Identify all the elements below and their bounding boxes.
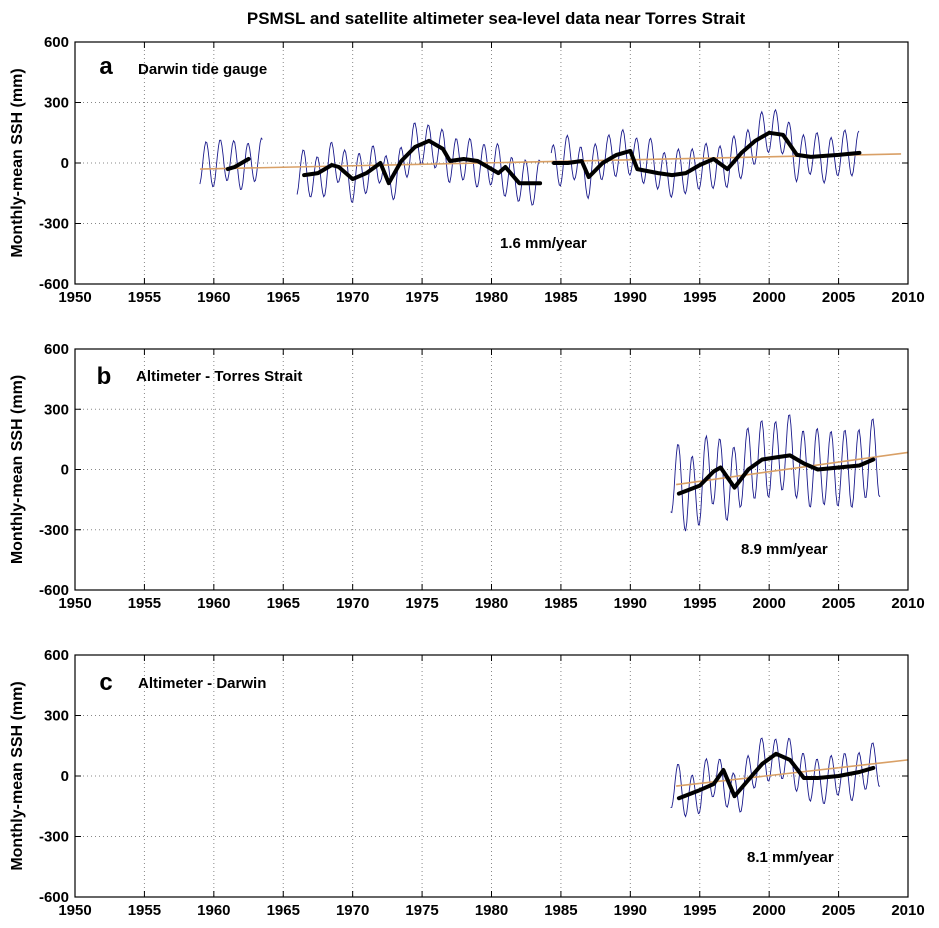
x-tick-label: 1960 [197,595,230,612]
trend-line [676,451,909,486]
x-tick-label: 1955 [128,289,161,306]
x-tick-label: 2005 [822,595,855,612]
chart-title: PSMSL and satellite altimeter sea-level … [247,9,746,28]
monthly-line [670,737,881,818]
x-tick-label: 2005 [822,902,855,919]
panel-c: 1950 1955 1960 1965 1970 1975 1980 1985 1990 1995… [9,647,925,919]
x-tick-label: 1985 [544,902,577,919]
x-tick-label: 1995 [683,595,716,612]
trend-line [199,153,902,170]
x-tick-label: 1965 [267,902,300,919]
monthly-line [670,414,881,532]
y-tick-label: -300 [39,829,69,846]
x-tick-label: 1950 [58,902,91,919]
panel-label: Darwin tide gauge [138,61,267,78]
y-tick-label: 300 [44,708,69,725]
panel-label: Altimeter - Torres Strait [136,368,302,385]
panel-a: 1950 1955 1960 1965 1970 1975 1980 1985 1990 1995… [9,34,925,306]
x-tick-label: 1990 [614,902,647,919]
y-tick-label: 600 [44,341,69,358]
x-tick-label: 2010 [891,595,924,612]
y-tick-label: 300 [44,401,69,418]
x-tick-label: 1980 [475,902,508,919]
x-tick-label: 2000 [752,902,785,919]
x-tick-label: 1985 [544,289,577,306]
y-axis-label: Monthly-mean SSH (mm) [9,375,26,564]
monthly-series [670,414,881,532]
x-tick-label: 1965 [267,289,300,306]
panel-letter: a [99,53,113,80]
y-tick-label: 300 [44,95,69,112]
x-tick-label: 1975 [405,289,438,306]
x-tick-label: 1980 [475,595,508,612]
y-tick-label: 0 [61,462,69,479]
x-tick-label: 2000 [752,289,785,306]
smoothed-line [302,138,543,186]
smoothed-line [676,751,876,801]
panel-letter: b [97,363,112,390]
x-tick-label: 2000 [752,595,785,612]
monthly-line [550,108,860,200]
x-tick-label: 1970 [336,595,369,612]
trend-annotation: 8.1 mm/year [747,849,834,866]
x-tick-label: 1950 [58,289,91,306]
y-axis-label: Monthly-mean SSH (mm) [9,681,26,870]
x-tick-label: 1975 [405,902,438,919]
x-tick-label: 1995 [683,902,716,919]
x-tick-label: 1960 [197,902,230,919]
x-tick-label: 1970 [336,289,369,306]
x-tick-label: 1955 [128,595,161,612]
x-tick-label: 1990 [614,595,647,612]
panel-b: 1950 1955 1960 1965 1970 1975 1980 1985 1990 1995… [9,341,925,612]
x-tick-label: 2010 [891,902,924,919]
x-tick-label: 1965 [267,595,300,612]
x-tick-label: 1980 [475,289,508,306]
smoothed-line [552,130,862,180]
smoothed-line [676,453,876,496]
x-tick-label: 1985 [544,595,577,612]
x-tick-label: 1950 [58,595,91,612]
x-tick-label: 1990 [614,289,647,306]
y-tick-label: -600 [39,889,69,906]
y-tick-label: -300 [39,216,69,233]
y-tick-label: -300 [39,522,69,539]
panel-letter: c [99,669,112,696]
y-axis-label: Monthly-mean SSH (mm) [9,68,26,257]
y-tick-label: 600 [44,647,69,664]
y-tick-label: 0 [61,155,69,172]
smoothed-line [225,157,251,172]
trend-annotation: 8.9 mm/year [741,541,828,558]
monthly-series [670,737,881,818]
trend-annotation: 1.6 mm/year [500,235,587,252]
y-tick-label: -600 [39,276,69,293]
x-tick-label: 2010 [891,289,924,306]
y-tick-label: -600 [39,582,69,599]
monthly-line [199,137,263,190]
x-tick-label: 2005 [822,289,855,306]
x-tick-label: 1995 [683,289,716,306]
panel-label: Altimeter - Darwin [138,675,266,692]
monthly-line [296,122,541,206]
y-tick-label: 0 [61,768,69,785]
x-tick-label: 1955 [128,902,161,919]
x-tick-label: 1970 [336,902,369,919]
y-tick-label: 600 [44,34,69,51]
x-tick-label: 1960 [197,289,230,306]
panels: 1950 1955 1960 1965 1970 1975 1980 1985 1990 1995… [9,34,925,919]
x-tick-label: 1975 [405,595,438,612]
